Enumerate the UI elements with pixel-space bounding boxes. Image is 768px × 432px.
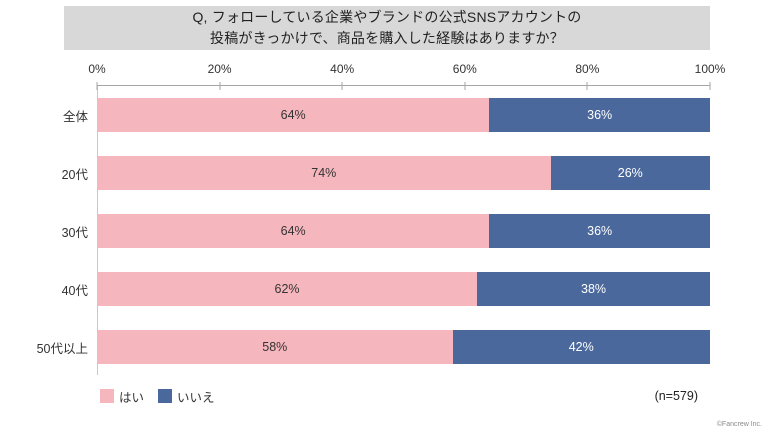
category-label: 40代 (61, 283, 88, 298)
x-tick-label: 20% (207, 62, 232, 76)
x-tick-label: 40% (330, 62, 355, 76)
bar-value-label: 36% (587, 108, 613, 122)
chart-title: Q, フォローしている企業やブランドの公式SNSアカウントの 投稿がきっかけで、… (64, 6, 710, 50)
bar-value-label: 26% (617, 166, 643, 180)
bar-segment: 26% (550, 156, 710, 190)
bar-segment: 64% (97, 98, 490, 132)
x-tick-mark (586, 82, 588, 90)
category-label: 50代以上 (36, 341, 88, 356)
legend-label: いいえ (177, 390, 215, 405)
bar-segment: 74% (97, 156, 551, 190)
chart-rows: 全体 64% 36% 20代 74% 26% 30代 64% 36% 40代 62% 38% 50代以上… (37, 86, 710, 376)
x-tick-mark (464, 82, 466, 90)
category-label: 30代 (61, 225, 88, 240)
bar-segment: 58% (97, 330, 453, 364)
x-tick-label: 60% (452, 62, 477, 76)
stacked-bar: 62% 38% (97, 272, 710, 306)
bar-value-label: 64% (280, 108, 306, 122)
x-tick-label: 80% (575, 62, 600, 76)
bar-segment: 36% (489, 98, 710, 132)
stacked-bar: 64% 36% (97, 214, 710, 248)
chart-row: 20代 74% 26% (62, 144, 710, 202)
plot-area: 0% 20% 40% 60% 80% 100% 全体 64% 36% 20代 74% 26% 30代 6… (37, 62, 725, 376)
bar-value-label: 74% (311, 166, 337, 180)
bar-value-label: 62% (274, 282, 300, 296)
chart-row: 30代 64% 36% (62, 202, 710, 260)
x-tick-label: 100% (694, 62, 726, 76)
x-tick-label: 0% (88, 62, 106, 76)
x-tick-mark (341, 82, 343, 90)
legend-swatch (158, 389, 173, 403)
bar-segment: 64% (97, 214, 490, 248)
chart-footer: はい いいえ (n=579) (100, 386, 698, 406)
stacked-bar: 64% 36% (97, 98, 710, 132)
legend-item: いいえ (158, 387, 215, 406)
copyright: ©Fancrew Inc. (716, 421, 762, 428)
chart-row: 50代以上 58% 42% (37, 318, 710, 376)
chart-row: 全体 64% 36% (63, 86, 710, 144)
chart-row: 40代 62% 38% (62, 260, 710, 318)
bar-segment: 36% (489, 214, 710, 248)
stacked-bar: 58% 42% (97, 330, 710, 364)
chart-title-line1: Q, フォローしている企業やブランドの公式SNSアカウントの (192, 9, 582, 25)
bar-segment: 42% (452, 330, 710, 364)
legend-label: はい (119, 390, 145, 405)
bar-value-label: 58% (262, 340, 288, 354)
bar-value-label: 64% (280, 224, 306, 238)
legend-swatch (100, 389, 114, 403)
x-tick-mark (96, 82, 98, 90)
bar-value-label: 38% (581, 282, 607, 296)
stacked-bar: 74% 26% (97, 156, 710, 190)
legend-item: はい (100, 387, 144, 406)
bar-segment: 38% (477, 272, 710, 306)
sample-size: (n=579) (654, 389, 698, 403)
category-label: 全体 (62, 109, 88, 124)
bar-value-label: 42% (568, 340, 594, 354)
category-label: 20代 (61, 167, 88, 182)
bar-segment: 62% (97, 272, 478, 306)
x-tick-mark (709, 82, 711, 90)
x-tick-mark (219, 82, 221, 90)
chart-title-line2: 投稿がきっかけで、商品を購入した経験はありますか？ (210, 30, 564, 46)
legend: はい いいえ (100, 387, 215, 406)
bar-value-label: 36% (587, 224, 613, 238)
